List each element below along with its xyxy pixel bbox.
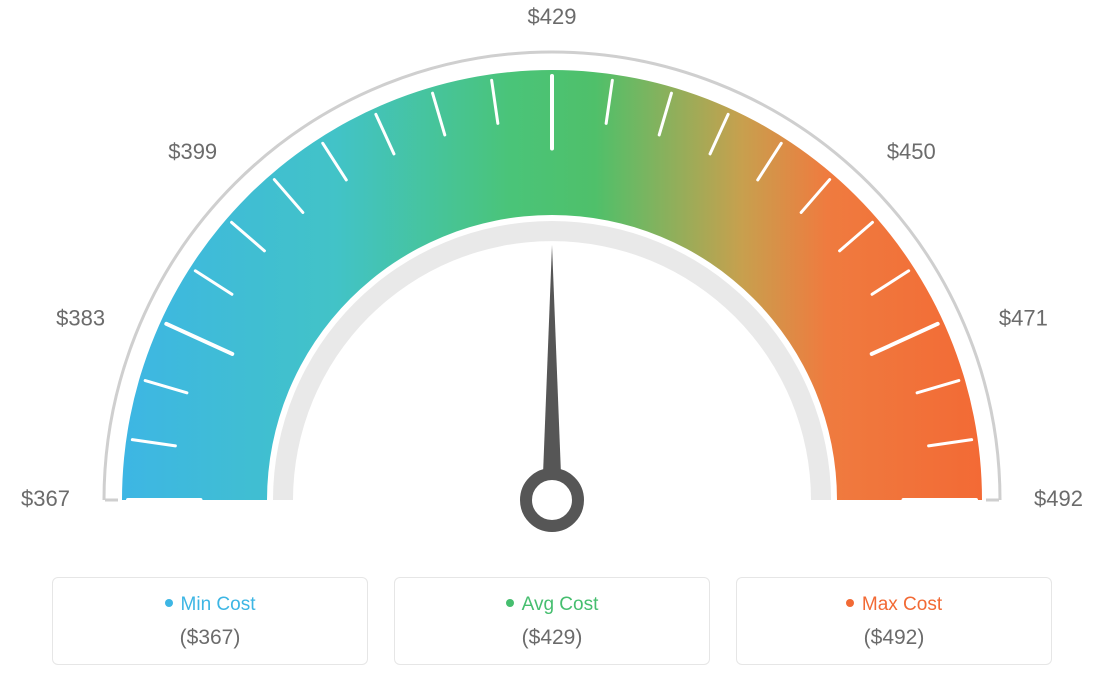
gauge-tick-label: $450	[887, 139, 936, 164]
gauge-needle	[542, 245, 562, 500]
legend-value-avg: ($429)	[405, 626, 699, 650]
legend-title-avg: Avg Cost	[405, 594, 699, 616]
legend-title-max: Max Cost	[747, 594, 1041, 616]
gauge-tick-label: $492	[1034, 486, 1083, 511]
legend-card-min: Min Cost ($367)	[52, 577, 368, 665]
legend-card-max: Max Cost ($492)	[736, 577, 1052, 665]
legend-card-avg: Avg Cost ($429)	[394, 577, 710, 665]
gauge-area: $367 $383 $399 $429 $450 $471 $492	[0, 0, 1104, 560]
legend-value-max: ($492)	[747, 626, 1041, 650]
gauge-svg: $367 $383 $399 $429 $450 $471 $492	[0, 0, 1104, 560]
dot-icon	[846, 599, 854, 607]
gauge-tick-label: $471	[999, 305, 1048, 330]
dot-icon	[165, 599, 173, 607]
legend-title-max-text: Max Cost	[862, 594, 942, 615]
legend-value-min: ($367)	[63, 626, 357, 650]
gauge-tick-label: $367	[21, 486, 70, 511]
legend-title-min-text: Min Cost	[181, 594, 256, 615]
gauge-tick-label: $429	[528, 4, 577, 29]
gauge-tick-label: $399	[168, 139, 217, 164]
legend-title-min: Min Cost	[63, 594, 357, 616]
legend-row: Min Cost ($367) Avg Cost ($429) Max Cost…	[52, 577, 1052, 665]
dot-icon	[506, 599, 514, 607]
gauge-hub	[526, 474, 578, 526]
gauge-tick-label: $383	[56, 305, 105, 330]
gauge-chart-container: $367 $383 $399 $429 $450 $471 $492 Min Cost ($…	[0, 0, 1104, 690]
legend-title-avg-text: Avg Cost	[522, 594, 599, 615]
